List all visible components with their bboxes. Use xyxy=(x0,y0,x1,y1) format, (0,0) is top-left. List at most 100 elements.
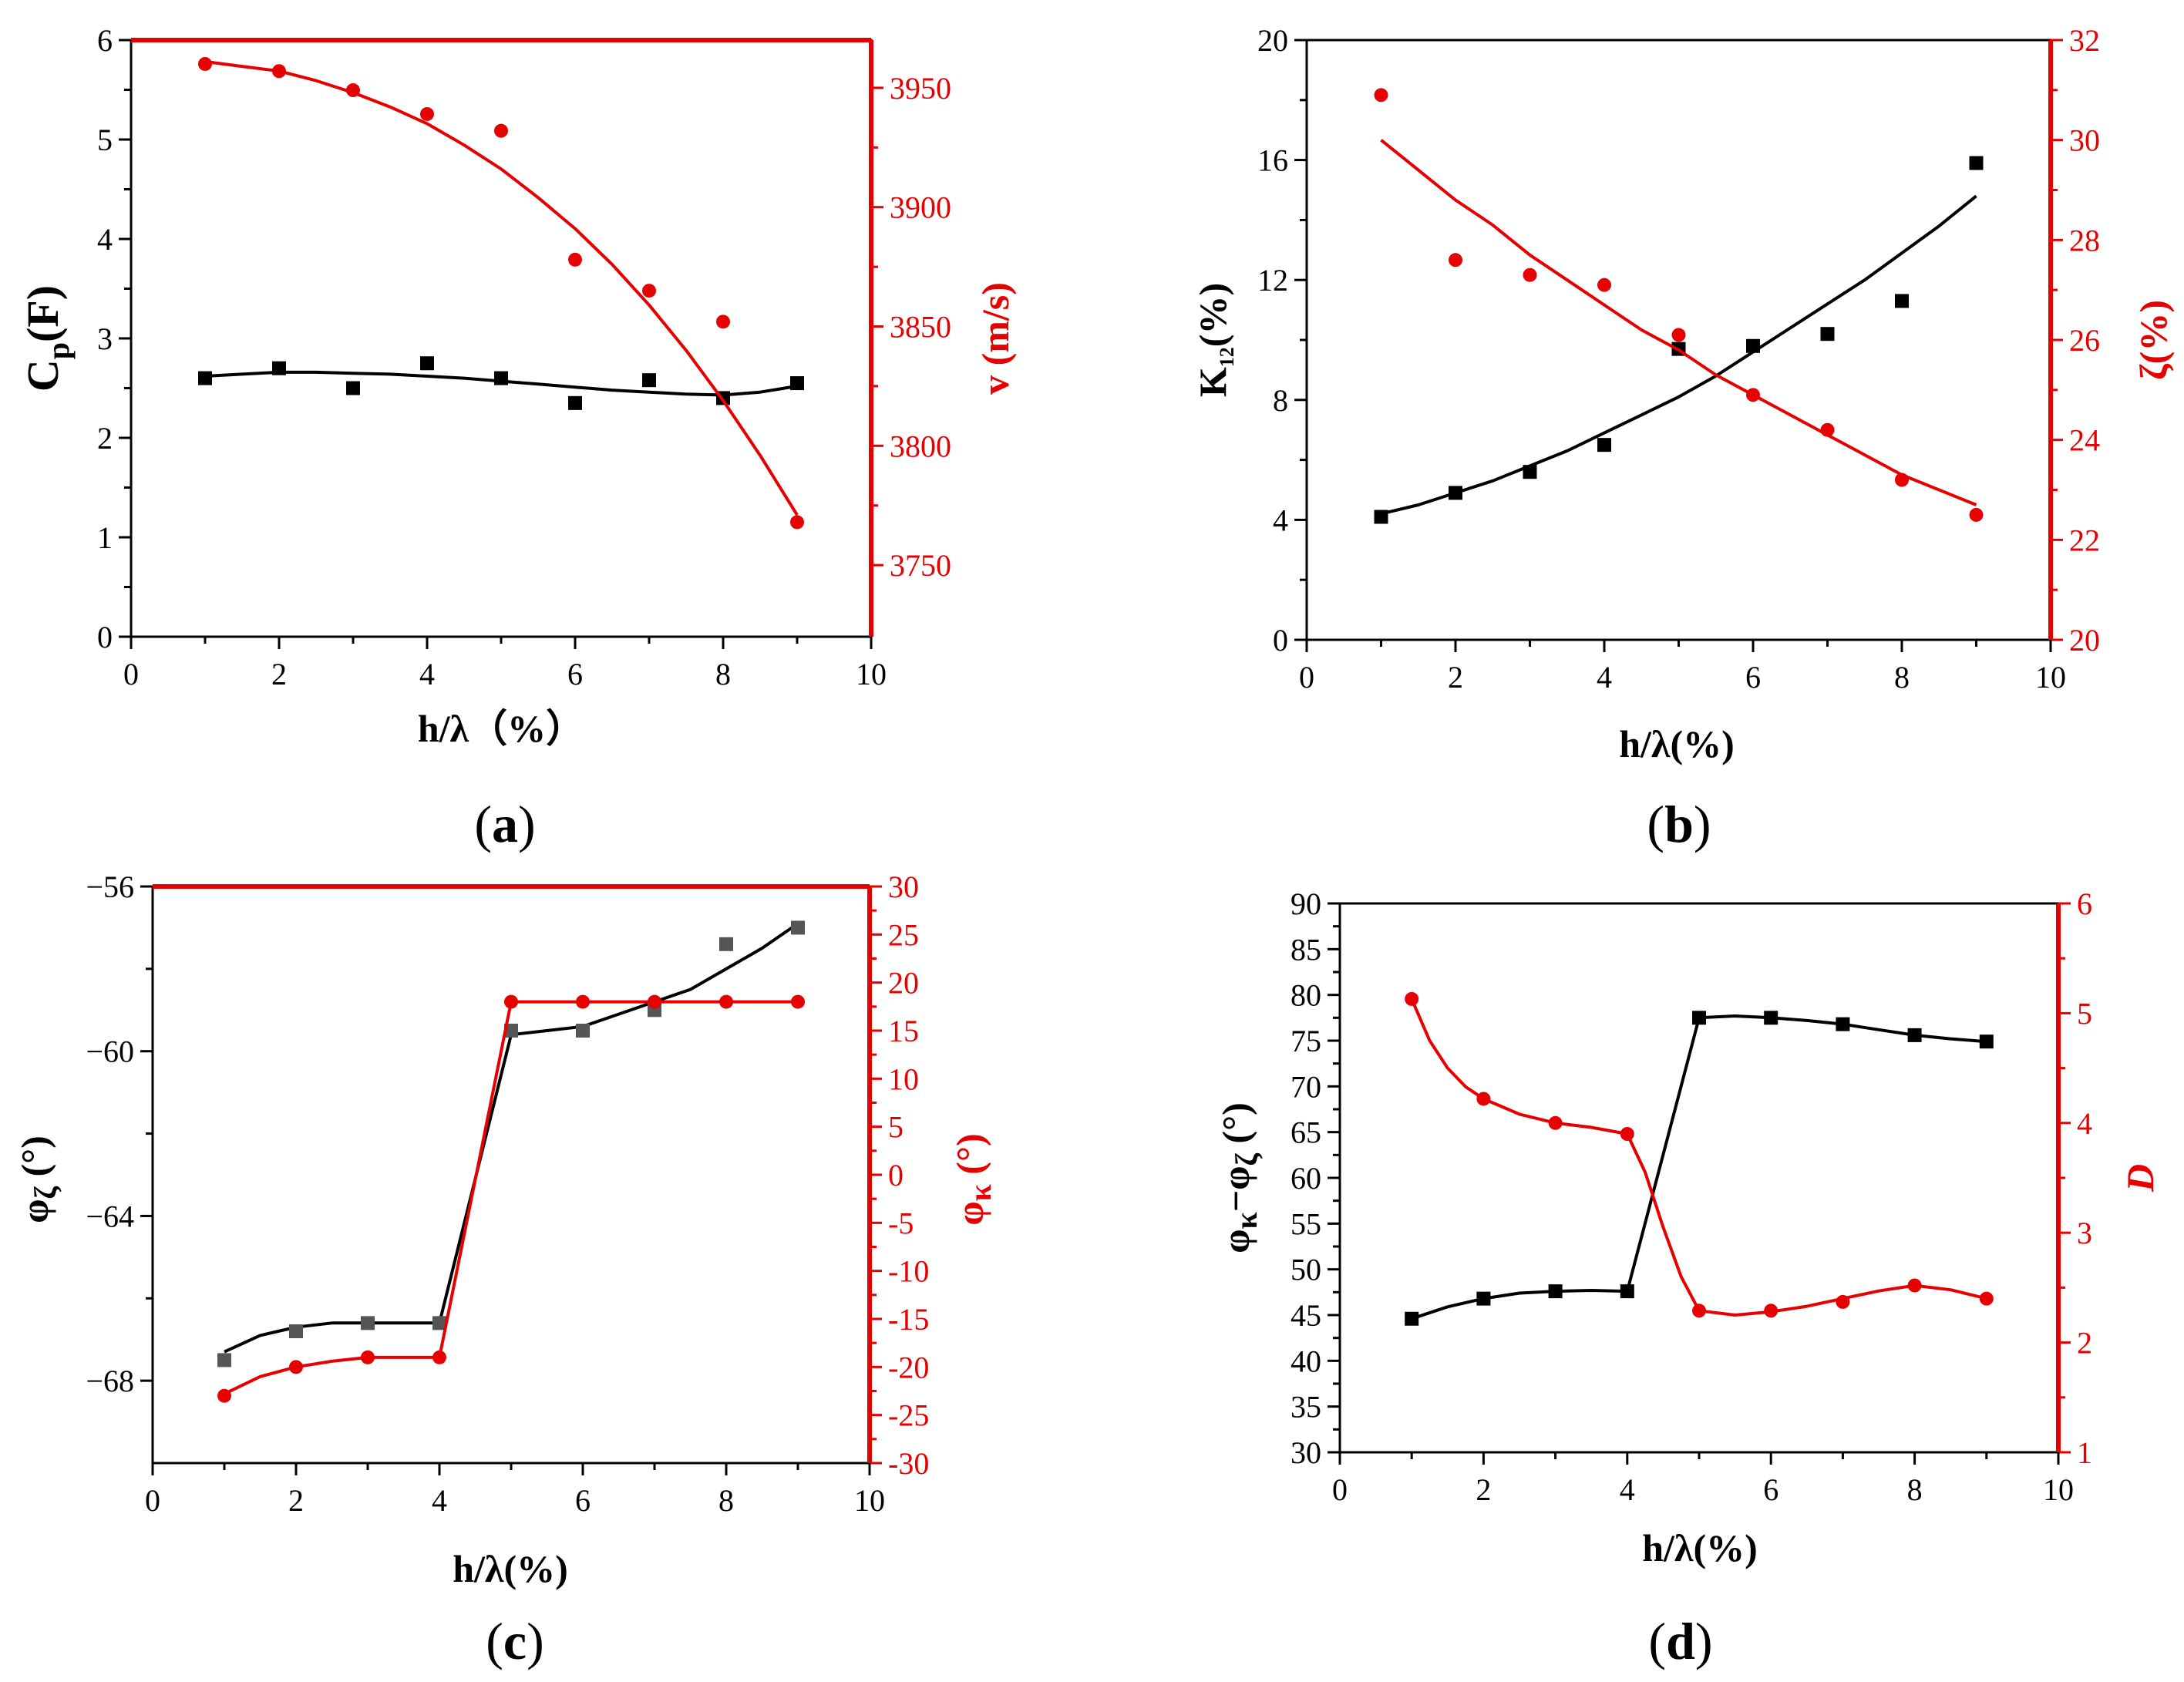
y-tick-left-label: 45 xyxy=(1291,1298,1321,1333)
y-tick-right-label: -20 xyxy=(888,1350,929,1384)
fit-line-right xyxy=(1410,998,1987,1317)
x-tick-label: 8 xyxy=(718,1483,734,1518)
y-tick-right-label: -30 xyxy=(888,1446,929,1481)
x-tick-label: 6 xyxy=(1763,1472,1778,1507)
y-tick-left-label: 0 xyxy=(97,620,113,654)
point-left xyxy=(568,395,582,410)
x-tick-label: 2 xyxy=(288,1483,304,1518)
fit-line-left xyxy=(1411,1014,1987,1320)
point-left xyxy=(1764,1011,1778,1025)
x-axis-title: h/λ(%) xyxy=(1642,1526,1758,1569)
point-left xyxy=(1907,1028,1922,1042)
point-left xyxy=(791,920,805,935)
point-left xyxy=(494,371,508,385)
y-tick-right-label: 30 xyxy=(888,870,919,904)
point-left xyxy=(1895,294,1909,308)
y-tick-right-label: 24 xyxy=(2069,423,2100,458)
x-tick-label: 10 xyxy=(856,657,887,691)
point-right xyxy=(1907,1278,1922,1293)
y-axis-title-left: φκ−φζ (°) xyxy=(1214,1102,1264,1253)
point-right xyxy=(494,123,508,138)
y-ticks-right: 20 22 24 26 28 30 32 xyxy=(2051,23,2100,658)
point-left xyxy=(504,1024,518,1038)
x-tick-label: 6 xyxy=(1745,660,1761,695)
y-tick-right-label: 0 xyxy=(888,1158,904,1193)
caption-c: (c) xyxy=(486,1612,544,1670)
y-tick-left-label: 65 xyxy=(1291,1115,1321,1150)
x-tick-label: 4 xyxy=(432,1483,447,1518)
point-left xyxy=(1449,486,1462,500)
x-tick-label: 6 xyxy=(567,657,583,691)
x-tick-label: 8 xyxy=(1894,660,1910,695)
y-ticks-left: 0 4 8 12 16 20 xyxy=(1257,23,1307,658)
point-right xyxy=(1548,1115,1563,1130)
y-tick-right-label: 3950 xyxy=(890,71,951,106)
caption-a: (a) xyxy=(474,795,535,853)
point-left xyxy=(1836,1017,1850,1031)
point-right xyxy=(1979,1291,1994,1306)
y-axis-title-right: φκ (°) xyxy=(948,1133,998,1225)
point-left xyxy=(790,376,804,391)
point-left xyxy=(217,1353,231,1367)
y-tick-right-label: 20 xyxy=(888,966,919,1001)
point-right xyxy=(1746,388,1760,402)
y-tick-left-label: 16 xyxy=(1257,143,1288,178)
y-tick-left-label: 35 xyxy=(1291,1390,1321,1425)
y-tick-left-label: 12 xyxy=(1257,263,1288,298)
x-ticks: 0 2 4 6 8 10 xyxy=(1299,640,2066,695)
point-right xyxy=(1597,278,1611,292)
y-tick-left-label: 55 xyxy=(1291,1206,1321,1241)
y-tick-left-label: 75 xyxy=(1291,1024,1321,1058)
point-right xyxy=(790,515,804,530)
point-left xyxy=(289,1324,303,1339)
x-tick-label: 0 xyxy=(145,1483,160,1518)
y-tick-right-label: 3900 xyxy=(890,190,951,225)
y-tick-left-label: 4 xyxy=(1273,503,1288,537)
y-tick-right-label: 10 xyxy=(888,1061,919,1096)
point-right xyxy=(1671,328,1686,342)
x-tick-label: 4 xyxy=(1597,660,1612,695)
y-axis-title-right: v (m/s) xyxy=(974,282,1017,395)
series-layer xyxy=(1405,991,1994,1326)
y-tick-right-label: 15 xyxy=(888,1014,919,1048)
point-left xyxy=(361,1316,375,1330)
point-right xyxy=(1764,1304,1778,1318)
point-right xyxy=(1692,1304,1706,1318)
point-left xyxy=(420,356,434,371)
y-tick-right-label: 4 xyxy=(2077,1106,2092,1141)
y-tick-left-label: 20 xyxy=(1257,23,1288,58)
x-tick-label: 0 xyxy=(1332,1472,1348,1507)
point-right xyxy=(716,315,730,329)
point-left xyxy=(1692,1011,1706,1025)
point-right xyxy=(432,1350,446,1364)
point-left xyxy=(1746,338,1760,353)
fit-line-right xyxy=(204,59,799,516)
y-ticks-left: 0 1 2 3 4 5 6 xyxy=(97,23,131,654)
plot-frame xyxy=(1338,902,2060,1454)
y-axis-title-right: D xyxy=(2118,1164,2162,1193)
x-tick-label: 0 xyxy=(1299,660,1314,695)
y-tick-right-label: 32 xyxy=(2069,23,2100,58)
y-tick-right-label: 26 xyxy=(2069,323,2100,358)
x-tick-label: 6 xyxy=(575,1483,591,1518)
point-right xyxy=(1476,1092,1491,1106)
y-ticks-right: -30 -25 -20 -15 -10 -5 0 5 10 15 20 25 30 xyxy=(870,870,929,1481)
point-left xyxy=(1820,327,1835,341)
x-tick-label: 4 xyxy=(419,657,435,691)
series-layer xyxy=(1374,88,1984,524)
x-tick-label: 8 xyxy=(1907,1472,1923,1507)
caption-b: (b) xyxy=(1647,795,1711,853)
y-tick-right-label: 1 xyxy=(2077,1435,2092,1470)
y-tick-left-label: −60 xyxy=(86,1034,134,1069)
y-tick-right-label: 5 xyxy=(888,1110,904,1145)
point-left xyxy=(1597,438,1611,452)
point-right xyxy=(289,1360,303,1374)
x-tick-label: 2 xyxy=(271,657,287,691)
y-tick-right-label: 2 xyxy=(2077,1326,2092,1361)
x-axis-title: h/λ(%) xyxy=(453,1547,568,1590)
y-axis-title-left: Cp(F) xyxy=(18,285,76,392)
x-tick-label: 10 xyxy=(2043,1472,2074,1507)
y-axis-title-left: K12(%) xyxy=(1191,283,1238,397)
